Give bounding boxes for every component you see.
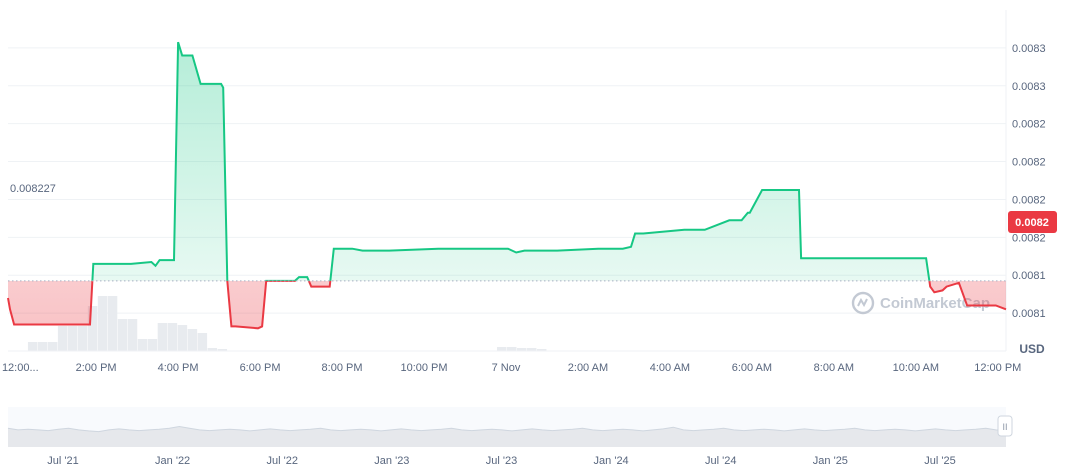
baseline-label: 0.008227 (10, 183, 56, 195)
volume-bar (157, 323, 168, 351)
navigator-area (8, 426, 1006, 447)
volume-bar (97, 296, 108, 351)
price-line-down (7, 280, 1007, 330)
y-tick-label: 0.0081 (1012, 308, 1046, 320)
x-tick-label: 8:00 PM (322, 362, 363, 374)
navigator-x-tick-label: Jan '22 (155, 455, 190, 467)
x-tick-label: 6:00 AM (732, 362, 772, 374)
current-price-label: 0.0082 (1015, 217, 1049, 229)
volume-bar (526, 348, 537, 351)
navigator-x-tick-label: Jul '25 (924, 455, 955, 467)
y-tick-label: 0.0082 (1012, 157, 1046, 169)
price-line-up (91, 41, 931, 281)
x-tick-label: 10:00 AM (893, 362, 939, 374)
volume-bar (37, 342, 48, 351)
navigator-x-tick-label: Jan '23 (374, 455, 409, 467)
volume-bar (87, 306, 98, 351)
y-tick-label: 0.0082 (1012, 119, 1046, 131)
volume-bar (117, 319, 128, 351)
x-tick-label: 10:00 PM (400, 362, 447, 374)
x-tick-label: 4:00 AM (650, 362, 690, 374)
y-tick-label: 0.0083 (1012, 43, 1046, 55)
price-area-down-fill (8, 280, 1006, 329)
grid-lines (8, 10, 1007, 351)
current-price-badge-bg (1008, 211, 1057, 233)
price-area-up-fill (8, 42, 1006, 281)
y-tick-label: 0.0082 (1012, 194, 1046, 206)
volume-bar (177, 325, 188, 351)
volume-bar (137, 339, 148, 351)
y-axis: 0.0083 0.0083 0.0082 0.0082 0.0082 0.0082 0.00… (1012, 43, 1046, 320)
y-tick-label: 0.0082 (1012, 232, 1046, 244)
current-price-badge: 0.0082 (1008, 211, 1057, 233)
baseline-label-bg (7, 181, 71, 196)
x-tick-label: 4:00 PM (158, 362, 199, 374)
x-tick-label: 7 Nov (492, 362, 521, 374)
navigator-x-tick-label: Jan '25 (813, 455, 848, 467)
volume-bar (507, 347, 517, 351)
price-area (7, 41, 1007, 330)
navigator-x-tick-label: Jul '22 (267, 455, 298, 467)
currency-unit-label: USD (1019, 342, 1045, 356)
watermark: CoinMarketCap (851, 291, 990, 315)
navigator-x-tick-label: Jul '24 (705, 455, 736, 467)
volume-bar (57, 326, 68, 351)
y-tick-label: 0.0081 (1012, 270, 1046, 282)
x-tick-label: 12:00... (2, 362, 39, 374)
volume-bar (77, 326, 88, 351)
navigator-x-tick-label: Jul '21 (47, 455, 78, 467)
navigator-x-tick-label: Jan '24 (594, 455, 629, 467)
x-tick-label: 2:00 AM (568, 362, 608, 374)
x-tick-label: 8:00 AM (814, 362, 854, 374)
navigator-handle[interactable]: II (997, 415, 1013, 437)
x-tick-label: 12:00 PM (974, 362, 1021, 374)
navigator-handle-grip-icon: II (1002, 422, 1007, 432)
x-tick-label: 6:00 PM (240, 362, 281, 374)
volume-bar (536, 349, 547, 351)
volume-bar (516, 348, 527, 351)
volume-bar (27, 342, 38, 351)
volume-bar (217, 349, 228, 351)
volume-bar (127, 319, 138, 351)
volume-bar (107, 296, 118, 351)
volume-bars (27, 296, 547, 351)
volume-bar (207, 348, 218, 351)
x-tick-label: 2:00 PM (76, 362, 117, 374)
range-navigator[interactable]: II Jul '21 Jan '22 Jul '22 Jan '23 Jul '23 Ja… (7, 407, 1013, 467)
watermark-text: CoinMarketCap (880, 295, 990, 312)
x-axis: 12:00... 2:00 PM 4:00 PM 6:00 PM 8:00 PM 10:0… (2, 362, 1021, 374)
navigator-x-axis: Jul '21 Jan '22 Jul '22 Jan '23 Jul '23 Jan '… (47, 455, 955, 467)
coinmarketcap-logo-icon (851, 291, 875, 315)
volume-bar (67, 326, 78, 351)
volume-bar (47, 342, 58, 351)
volume-bar (197, 333, 208, 351)
y-tick-label: 0.0083 (1012, 81, 1046, 93)
navigator-line (7, 425, 1007, 433)
volume-bar (167, 323, 178, 351)
navigator-handle-box[interactable] (997, 415, 1013, 437)
volume-bar (497, 347, 507, 351)
volume-bar (147, 339, 158, 351)
volume-bar (187, 329, 198, 351)
navigator-x-tick-label: Jul '23 (486, 455, 517, 467)
coinmarketcap-logo-mark (857, 297, 868, 308)
